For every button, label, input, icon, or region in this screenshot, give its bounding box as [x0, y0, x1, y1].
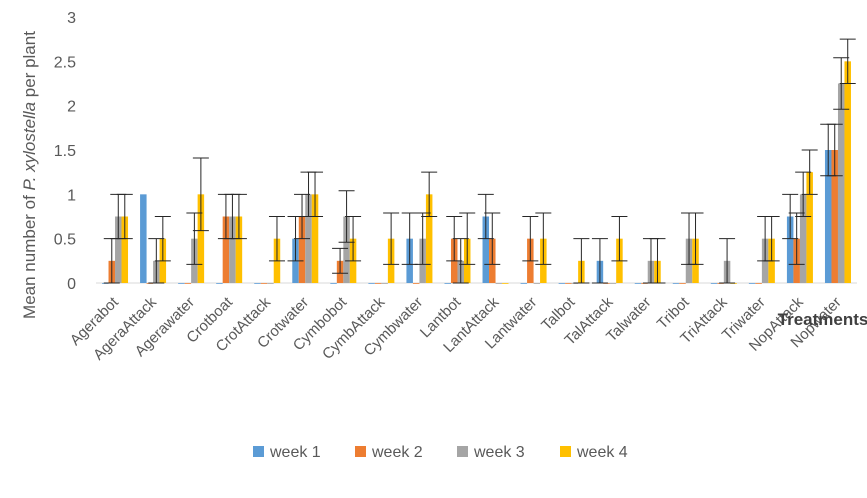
bar: [298, 216, 306, 283]
bar: [311, 194, 319, 283]
bar: [609, 283, 617, 284]
bar: [634, 283, 642, 284]
error-bars: [103, 38, 856, 284]
bar: [267, 283, 274, 284]
bar: [235, 216, 243, 283]
legend-label: week 3: [473, 444, 525, 461]
y-tick-label: 0.5: [54, 232, 76, 249]
bar: [672, 283, 680, 284]
legend-label: week 1: [269, 444, 321, 461]
y-tick-label: 2.5: [54, 54, 76, 71]
bars: [102, 61, 851, 284]
legend-swatch: [355, 446, 366, 457]
bar: [381, 283, 388, 284]
y-tick-label: 3: [67, 10, 76, 27]
legend-swatch: [457, 446, 468, 457]
bar: [368, 283, 375, 284]
bar: [824, 150, 832, 283]
bar: [260, 283, 268, 284]
y-axis-title: Mean number of P. xylostella per plant: [20, 31, 39, 319]
legend: week 1 week 2 week 3 week 4: [253, 444, 628, 461]
legend-swatch: [560, 446, 571, 457]
bar: [755, 283, 762, 284]
bar: [121, 216, 129, 283]
bar: [343, 216, 350, 283]
bar: [710, 283, 718, 284]
bar: [229, 216, 236, 283]
bar: [140, 194, 147, 283]
bar: [831, 150, 838, 283]
y-tick-label: 1.5: [54, 143, 76, 160]
legend-swatch: [253, 446, 264, 457]
bar: [254, 283, 261, 284]
bar: [786, 216, 794, 283]
x-axis-categories: AgerabotAgeraAttackAgerawaterCrotboatCro…: [67, 293, 845, 363]
y-tick-label: 0: [67, 276, 76, 293]
bar: [495, 283, 503, 284]
legend-label: week 2: [371, 444, 423, 461]
bar: [565, 283, 572, 284]
bar: [533, 283, 541, 284]
bar: [444, 283, 451, 284]
bar: [806, 172, 813, 283]
bar: [844, 61, 851, 284]
bar: [837, 83, 845, 283]
bar: [412, 283, 420, 284]
bar: [679, 283, 686, 284]
y-tick-label: 2: [67, 99, 76, 116]
y-axis-title-species: P. xylostella: [20, 102, 39, 191]
y-axis-title-prefix: Mean number of: [20, 190, 39, 319]
bar: [520, 283, 528, 284]
bar: [178, 283, 185, 284]
bar: [558, 283, 566, 284]
bar: [374, 283, 382, 284]
bar: [115, 216, 122, 283]
bar: [330, 283, 337, 284]
bar: [216, 283, 223, 284]
legend-label: week 4: [576, 444, 628, 461]
bar: [748, 283, 756, 284]
bar: [197, 194, 205, 283]
y-axis-title-suffix: per plant: [20, 31, 39, 102]
bar: [482, 216, 490, 283]
bar: [799, 194, 807, 283]
x-axis-title: Treatments: [778, 310, 867, 329]
y-tick-label: 1: [67, 187, 76, 204]
bar: [502, 283, 509, 284]
bar: [184, 283, 192, 284]
y-axis: 0 0.5 1 1.5 2 2.5 3: [54, 10, 76, 293]
bar: [425, 194, 433, 283]
bar: [222, 216, 230, 283]
